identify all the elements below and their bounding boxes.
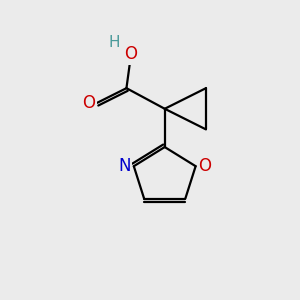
Text: N: N <box>118 157 130 175</box>
Text: O: O <box>124 45 137 63</box>
Text: H: H <box>109 35 120 50</box>
Text: O: O <box>199 157 212 175</box>
Text: O: O <box>82 94 95 112</box>
